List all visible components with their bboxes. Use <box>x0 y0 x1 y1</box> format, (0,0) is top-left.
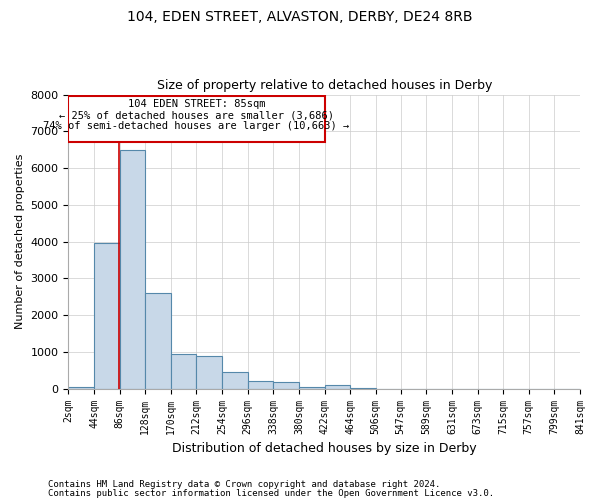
Bar <box>196 356 222 388</box>
Bar <box>68 96 325 142</box>
Bar <box>119 150 145 388</box>
Y-axis label: Number of detached properties: Number of detached properties <box>15 154 25 330</box>
Text: 74% of semi-detached houses are larger (10,663) →: 74% of semi-detached houses are larger (… <box>43 120 350 130</box>
Bar <box>222 372 248 388</box>
Text: Contains public sector information licensed under the Open Government Licence v3: Contains public sector information licen… <box>48 488 494 498</box>
Title: Size of property relative to detached houses in Derby: Size of property relative to detached ho… <box>157 79 492 92</box>
Bar <box>171 354 196 388</box>
Bar <box>68 387 94 388</box>
Bar <box>145 293 171 388</box>
Bar <box>94 244 119 388</box>
Bar <box>248 382 273 388</box>
Text: ← 25% of detached houses are smaller (3,686): ← 25% of detached houses are smaller (3,… <box>59 110 334 120</box>
Bar <box>273 382 299 388</box>
Bar <box>325 385 350 388</box>
Bar <box>299 387 325 388</box>
Text: 104 EDEN STREET: 85sqm: 104 EDEN STREET: 85sqm <box>128 100 265 110</box>
Text: Contains HM Land Registry data © Crown copyright and database right 2024.: Contains HM Land Registry data © Crown c… <box>48 480 440 489</box>
X-axis label: Distribution of detached houses by size in Derby: Distribution of detached houses by size … <box>172 442 476 455</box>
Text: 104, EDEN STREET, ALVASTON, DERBY, DE24 8RB: 104, EDEN STREET, ALVASTON, DERBY, DE24 … <box>127 10 473 24</box>
